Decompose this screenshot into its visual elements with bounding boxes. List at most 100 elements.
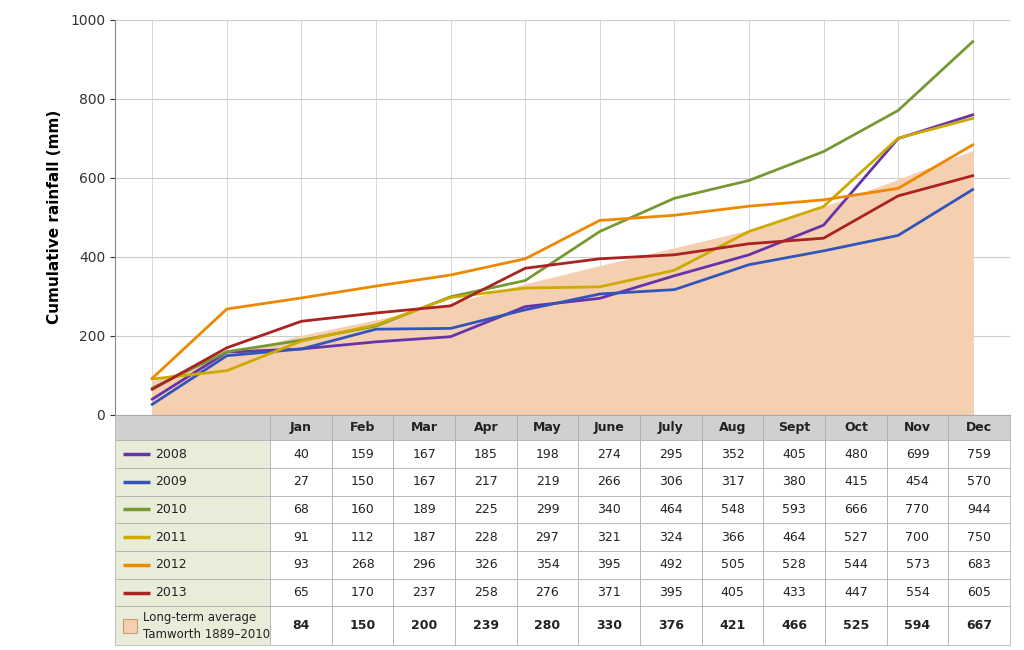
Text: 187: 187	[413, 530, 436, 543]
Text: 527: 527	[844, 530, 867, 543]
Text: 464: 464	[659, 503, 683, 516]
Text: 112: 112	[350, 530, 375, 543]
Text: 93: 93	[293, 558, 308, 571]
Text: Nov: Nov	[904, 421, 931, 434]
Text: 27: 27	[293, 475, 309, 488]
Text: 492: 492	[659, 558, 683, 571]
Text: 433: 433	[782, 586, 806, 599]
Text: May: May	[534, 421, 562, 434]
Text: 219: 219	[536, 475, 559, 488]
Text: 295: 295	[659, 448, 683, 461]
Text: 605: 605	[968, 586, 991, 599]
Text: 770: 770	[905, 503, 930, 516]
Text: 160: 160	[350, 503, 375, 516]
Text: Aug: Aug	[719, 421, 746, 434]
Text: 40: 40	[293, 448, 309, 461]
Text: 2010: 2010	[155, 503, 186, 516]
Text: 280: 280	[535, 619, 560, 632]
Text: 415: 415	[844, 475, 867, 488]
Text: 296: 296	[413, 558, 436, 571]
Text: Feb: Feb	[350, 421, 375, 434]
Text: 395: 395	[597, 558, 621, 571]
Text: 466: 466	[781, 619, 807, 632]
Text: 306: 306	[659, 475, 683, 488]
Text: 167: 167	[413, 448, 436, 461]
Text: Sept: Sept	[778, 421, 810, 434]
Text: 528: 528	[782, 558, 806, 571]
Text: 150: 150	[350, 475, 375, 488]
Text: 700: 700	[905, 530, 930, 543]
Text: 217: 217	[474, 475, 498, 488]
Text: 593: 593	[782, 503, 806, 516]
Text: 317: 317	[721, 475, 744, 488]
Text: 405: 405	[721, 586, 744, 599]
Text: 395: 395	[659, 586, 683, 599]
Text: 276: 276	[536, 586, 559, 599]
Text: 2011: 2011	[155, 530, 186, 543]
Text: 189: 189	[413, 503, 436, 516]
Text: 594: 594	[904, 619, 931, 632]
Text: 321: 321	[597, 530, 621, 543]
Text: 352: 352	[721, 448, 744, 461]
Text: 380: 380	[782, 475, 806, 488]
Text: 239: 239	[473, 619, 499, 632]
Y-axis label: Cumulative rainfall (mm): Cumulative rainfall (mm)	[47, 110, 61, 324]
Text: 266: 266	[597, 475, 621, 488]
Text: 68: 68	[293, 503, 309, 516]
Text: 447: 447	[844, 586, 867, 599]
Text: 371: 371	[597, 586, 621, 599]
Text: 573: 573	[905, 558, 930, 571]
Text: 237: 237	[413, 586, 436, 599]
Text: 699: 699	[905, 448, 930, 461]
Text: 683: 683	[968, 558, 991, 571]
Text: 258: 258	[474, 586, 498, 599]
Text: 225: 225	[474, 503, 498, 516]
Text: 297: 297	[536, 530, 559, 543]
Text: 150: 150	[349, 619, 376, 632]
Text: 454: 454	[905, 475, 930, 488]
Text: 2012: 2012	[155, 558, 186, 571]
Text: June: June	[594, 421, 625, 434]
Text: 2013: 2013	[155, 586, 186, 599]
Text: 354: 354	[536, 558, 559, 571]
Text: 167: 167	[413, 475, 436, 488]
Text: 464: 464	[782, 530, 806, 543]
Text: 750: 750	[967, 530, 991, 543]
Text: 366: 366	[721, 530, 744, 543]
Text: 268: 268	[350, 558, 375, 571]
Text: 759: 759	[968, 448, 991, 461]
Text: 170: 170	[350, 586, 375, 599]
Text: 274: 274	[597, 448, 621, 461]
Text: 2009: 2009	[155, 475, 186, 488]
Text: 480: 480	[844, 448, 867, 461]
Text: 84: 84	[292, 619, 309, 632]
Text: 525: 525	[843, 619, 869, 632]
Text: 65: 65	[293, 586, 309, 599]
Text: 944: 944	[968, 503, 991, 516]
Text: 324: 324	[659, 530, 683, 543]
Text: 405: 405	[782, 448, 806, 461]
Text: 91: 91	[293, 530, 308, 543]
Text: July: July	[658, 421, 684, 434]
Text: 505: 505	[721, 558, 744, 571]
Text: 667: 667	[967, 619, 992, 632]
Text: 421: 421	[720, 619, 745, 632]
Text: Long-term average
Tamworth 1889–2010: Long-term average Tamworth 1889–2010	[143, 611, 270, 641]
Text: 554: 554	[905, 586, 930, 599]
Text: 544: 544	[844, 558, 867, 571]
Text: 159: 159	[350, 448, 375, 461]
Text: 326: 326	[474, 558, 498, 571]
Text: 340: 340	[597, 503, 621, 516]
Text: Dec: Dec	[966, 421, 992, 434]
Text: 185: 185	[474, 448, 498, 461]
Text: Oct: Oct	[844, 421, 867, 434]
Text: 200: 200	[411, 619, 437, 632]
Text: 299: 299	[536, 503, 559, 516]
Text: Jan: Jan	[290, 421, 312, 434]
Text: 2008: 2008	[155, 448, 186, 461]
Text: 570: 570	[967, 475, 991, 488]
Text: 228: 228	[474, 530, 498, 543]
Text: 376: 376	[657, 619, 684, 632]
Text: Apr: Apr	[473, 421, 498, 434]
Text: 198: 198	[536, 448, 559, 461]
